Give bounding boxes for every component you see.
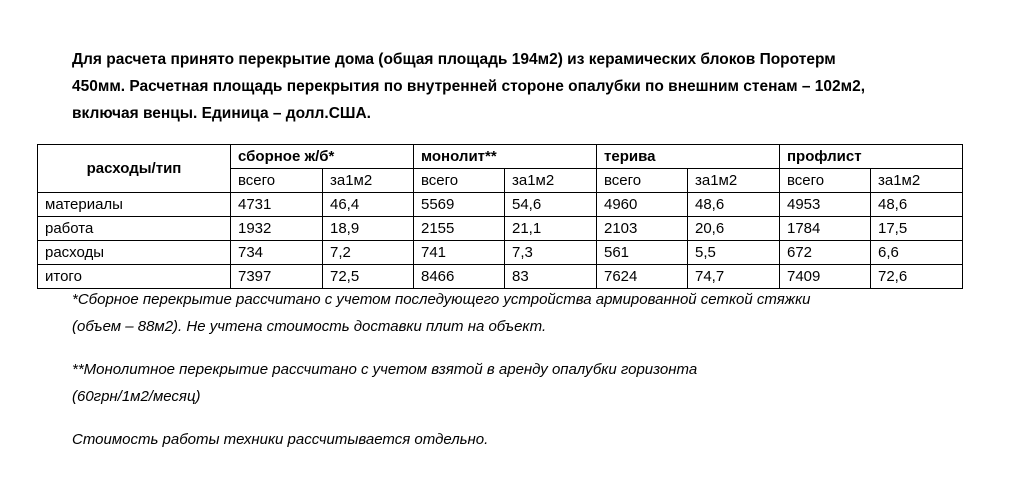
intro-line: Для расчета принято перекрытие дома (общ… [72,51,836,68]
cell: 672 [779,240,871,265]
cell: 5569 [413,192,505,217]
subheader: за1м2 [687,168,780,193]
cell: 54,6 [504,192,597,217]
subheader: всего [413,168,505,193]
row-label: материалы [37,192,231,217]
data-row: расходы 734 7,2 741 7,3 561 5,5 672 6,6 [37,240,963,265]
row-label-header: расходы/тип [37,144,231,193]
note-line: Стоимость работы техники рассчитывается … [72,431,489,448]
cell: 7397 [230,264,323,289]
cell: 4731 [230,192,323,217]
cell: 48,6 [687,192,780,217]
cell: 734 [230,240,323,265]
cell: 4953 [779,192,871,217]
cost-table: расходы/тип сборное ж/б* монолит** терива пр… [37,144,963,289]
note: **Монолитное перекрытие рассчитано с уче… [72,356,811,410]
cell: 7624 [596,264,688,289]
intro: Для расчета принято перекрытие дома (общ… [72,46,865,127]
cell: 48,6 [870,192,963,217]
subheader: всего [779,168,871,193]
cell: 1784 [779,216,871,241]
cell: 6,6 [870,240,963,265]
cell: 74,7 [687,264,780,289]
subheader: всего [230,168,323,193]
cell: 72,6 [870,264,963,289]
row-label: работа [37,216,231,241]
note: *Сборное перекрытие рассчитано с учетом … [72,286,811,340]
cell: 46,4 [322,192,414,217]
row-label: расходы [37,240,231,265]
note-line: **Монолитное перекрытие рассчитано с уче… [72,361,698,378]
subheader: за1м2 [870,168,963,193]
note: Стоимость работы техники рассчитывается … [72,426,811,453]
note-line: (объем – 88м2). Не учтена стоимость дост… [72,318,547,335]
intro-line: 450мм. Расчетная площадь перекрытия по в… [72,78,866,95]
cell: 20,6 [687,216,780,241]
note-line: *Сборное перекрытие рассчитано с учетом … [72,291,811,308]
group-header: профлист [779,144,963,169]
cell: 8466 [413,264,505,289]
cell: 4960 [596,192,688,217]
cell: 2103 [596,216,688,241]
intro-line: включая венцы. Единица – долл.США. [72,105,371,122]
cell: 741 [413,240,505,265]
cell: 2155 [413,216,505,241]
subheader: за1м2 [504,168,597,193]
subheader: всего [596,168,688,193]
cell: 18,9 [322,216,414,241]
subheader-row: всего за1м2 всего за1м2 всего за1м2 всего за1м2 [38,168,963,193]
header-row: расходы/тип сборное ж/б* монолит** терива пр… [37,144,963,193]
notes: *Сборное перекрытие рассчитано с учетом … [72,286,811,469]
cell: 1932 [230,216,323,241]
cell: 21,1 [504,216,597,241]
note-line: (60грн/1м2/месяц) [72,388,201,405]
cell: 83 [504,264,597,289]
cell: 561 [596,240,688,265]
cell: 7,2 [322,240,414,265]
cell: 7409 [779,264,871,289]
cell: 17,5 [870,216,963,241]
data-row: материалы 4731 46,4 5569 54,6 4960 48,6 4953 48,… [37,192,963,217]
row-label: итого [37,264,231,289]
cell: 72,5 [322,264,414,289]
group-header: сборное ж/б* [230,144,414,169]
group-header: терива [596,144,780,169]
data-row: итого 7397 72,5 8466 83 7624 74,7 7409 72,6 [37,264,963,289]
group-header: монолит** [413,144,597,169]
cell: 7,3 [504,240,597,265]
data-row: работа 1932 18,9 2155 21,1 2103 20,6 1784 17,5 [37,216,963,241]
subheader: за1м2 [322,168,414,193]
cell: 5,5 [687,240,780,265]
